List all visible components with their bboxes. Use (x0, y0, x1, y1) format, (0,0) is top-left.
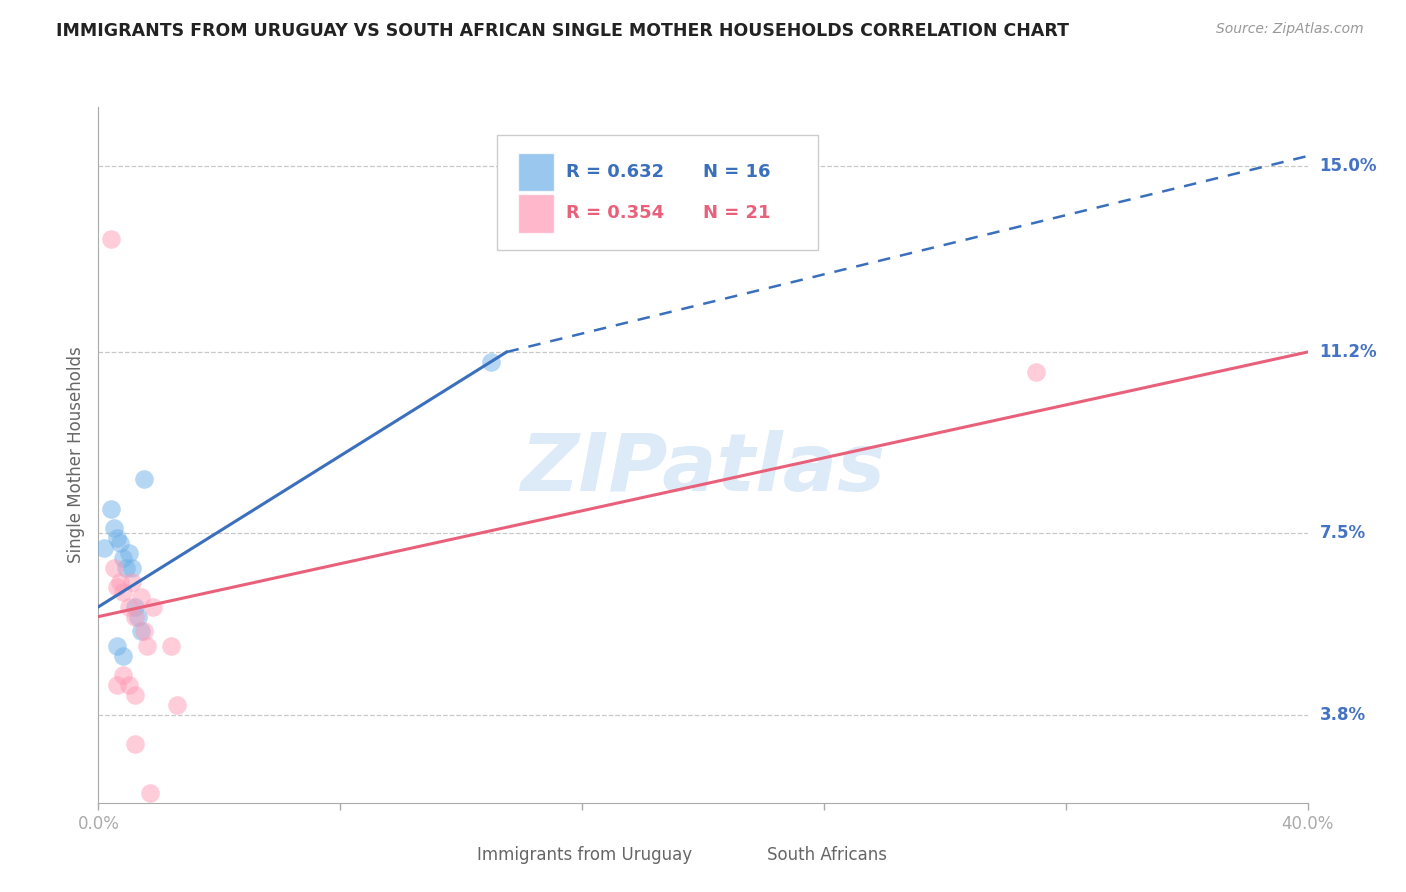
Point (100, 232, 122, 246)
Point (118, 599, 141, 614)
Point (103, 521, 125, 535)
FancyBboxPatch shape (517, 153, 554, 191)
Point (124, 599, 146, 614)
Point (160, 639, 183, 653)
Text: 15.0%: 15.0% (1320, 157, 1376, 175)
Point (111, 550, 134, 565)
Point (111, 668, 134, 682)
Point (142, 599, 165, 614)
Text: 7.5%: 7.5% (1320, 524, 1365, 542)
Point (1024, 365, 1046, 379)
FancyBboxPatch shape (498, 135, 818, 250)
Point (135, 639, 157, 653)
Point (118, 546, 141, 560)
Point (111, 648, 134, 663)
Text: South Africans: South Africans (768, 846, 887, 864)
Point (103, 560, 125, 574)
Point (166, 698, 188, 712)
FancyBboxPatch shape (734, 842, 759, 869)
Point (124, 688, 146, 702)
Point (105, 531, 128, 545)
Point (129, 624, 152, 639)
Text: Source: ZipAtlas.com: Source: ZipAtlas.com (1216, 22, 1364, 37)
Point (114, 560, 136, 574)
Text: R = 0.354: R = 0.354 (567, 204, 665, 222)
Point (124, 609, 146, 624)
Point (132, 624, 155, 639)
Text: Immigrants from Uruguay: Immigrants from Uruguay (477, 846, 692, 864)
Text: IMMIGRANTS FROM URUGUAY VS SOUTH AFRICAN SINGLE MOTHER HOUSEHOLDS CORRELATION CH: IMMIGRANTS FROM URUGUAY VS SOUTH AFRICAN… (56, 22, 1069, 40)
Point (108, 536, 131, 550)
Text: N = 16: N = 16 (703, 162, 770, 181)
Point (93, 541, 115, 555)
Point (129, 590, 152, 604)
Text: 3.8%: 3.8% (1320, 706, 1365, 723)
Point (121, 560, 143, 574)
FancyBboxPatch shape (517, 194, 554, 233)
Point (121, 575, 143, 590)
Point (127, 609, 149, 624)
Point (105, 678, 128, 692)
Point (105, 580, 128, 594)
Text: N = 21: N = 21 (703, 204, 770, 222)
Point (481, 355, 503, 369)
Point (111, 585, 134, 599)
Point (139, 786, 162, 800)
Text: 11.2%: 11.2% (1320, 343, 1378, 361)
Y-axis label: Single Mother Households: Single Mother Households (66, 347, 84, 563)
Point (100, 501, 122, 516)
Text: ZIPatlas: ZIPatlas (520, 430, 886, 508)
Point (105, 639, 128, 653)
Text: R = 0.632: R = 0.632 (567, 162, 665, 181)
Point (132, 472, 155, 486)
Point (108, 575, 131, 590)
Point (118, 678, 141, 692)
Point (124, 737, 146, 751)
FancyBboxPatch shape (443, 842, 470, 869)
